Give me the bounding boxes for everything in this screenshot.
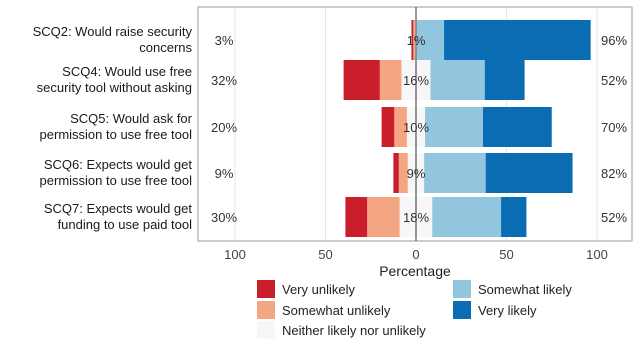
bar-segment	[425, 107, 483, 147]
x-tick-label: 50	[318, 247, 332, 262]
right-total-label: 70%	[601, 120, 627, 135]
question-label: security tool without asking	[37, 80, 192, 95]
bar-segment	[482, 107, 552, 147]
center-label: 16%	[403, 73, 429, 88]
question-label: SCQ6: Expects would get	[44, 157, 193, 172]
question-label: concerns	[139, 40, 192, 55]
bar-segment	[343, 60, 380, 100]
bar-segment	[424, 153, 486, 193]
legend-swatch	[257, 301, 275, 319]
right-total-label: 82%	[601, 166, 627, 181]
bar-segment	[398, 153, 408, 193]
question-label: permission to use free tool	[40, 127, 193, 142]
center-label: 18%	[403, 210, 429, 225]
bar-segment	[432, 197, 502, 237]
legend-swatch	[453, 280, 471, 298]
left-total-label: 30%	[211, 210, 237, 225]
question-label: funding to use paid tool	[58, 217, 193, 232]
question-label: SCQ7: Expects would get	[44, 201, 193, 216]
bar-segment	[416, 20, 445, 60]
x-axis-title: Percentage	[379, 263, 451, 279]
bar-segment	[345, 197, 368, 237]
right-total-label: 52%	[601, 73, 627, 88]
bar-segment	[430, 60, 485, 100]
center-label: 1%	[407, 33, 426, 48]
question-label: permission to use free tool	[40, 173, 193, 188]
left-total-label: 32%	[211, 73, 237, 88]
bar-segment	[485, 153, 573, 193]
left-total-label: 20%	[211, 120, 237, 135]
x-axis: 100 50 0 50 100	[224, 247, 608, 262]
question-label: SCQ4: Would use free	[62, 64, 192, 79]
center-label: 9%	[407, 166, 426, 181]
bar-segment	[379, 60, 402, 100]
legend-label: Very likely	[478, 303, 537, 318]
bar-segment	[501, 197, 527, 237]
bar-segment	[367, 197, 400, 237]
bar-segment	[381, 107, 395, 147]
bar-segment	[411, 20, 414, 60]
legend-swatch	[453, 301, 471, 319]
left-total-label: 3%	[215, 33, 234, 48]
legend: Very unlikely Somewhat unlikely Neither li…	[257, 280, 572, 339]
left-total-label: 9%	[215, 166, 234, 181]
legend-swatch	[257, 280, 275, 298]
bar-segment	[394, 107, 407, 147]
bar-segment	[484, 60, 525, 100]
legend-label: Very unlikely	[282, 282, 355, 297]
legend-label: Neither likely nor unlikely	[282, 323, 426, 338]
x-tick-label: 50	[499, 247, 513, 262]
bar-segment	[393, 153, 399, 193]
question-label: SCQ5: Would ask for	[70, 111, 193, 126]
question-label: SCQ2: Would raise security	[33, 24, 193, 39]
x-tick-label: 100	[586, 247, 608, 262]
x-tick-label: 100	[224, 247, 246, 262]
bars	[343, 7, 591, 241]
legend-label: Somewhat unlikely	[282, 303, 391, 318]
x-tick-label: 0	[412, 247, 419, 262]
bar-segment	[413, 20, 416, 60]
right-total-label: 96%	[601, 33, 627, 48]
center-label: 10%	[403, 120, 429, 135]
right-total-label: 52%	[601, 210, 627, 225]
legend-swatch	[257, 321, 275, 339]
legend-label: Somewhat likely	[478, 282, 572, 297]
labels: 3% 96% 1% SCQ2: Would raise securityconcern…	[33, 24, 628, 232]
bar-segment	[444, 20, 591, 60]
